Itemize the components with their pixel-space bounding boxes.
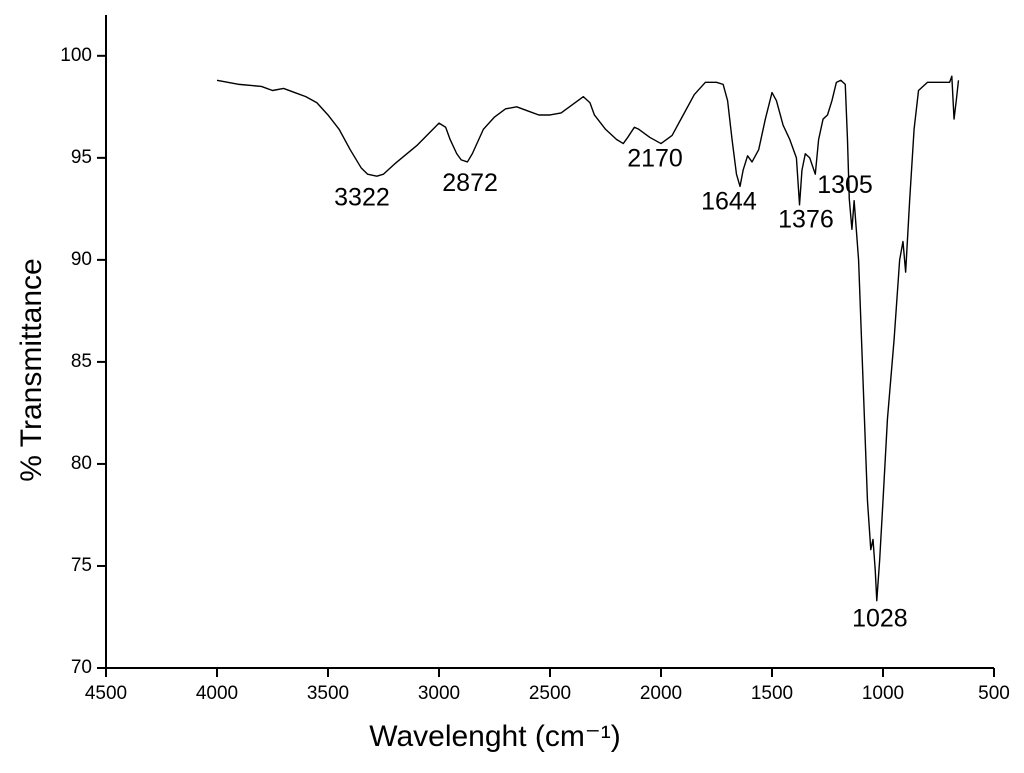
x-tick-label: 3500 [307,683,349,704]
x-tick-label: 3000 [418,683,460,704]
x-tick-label: 4500 [85,683,127,704]
y-axis-title: % Transmittance [15,258,48,481]
x-tick-label: 1000 [862,683,904,704]
x-tick-label: 4000 [196,683,238,704]
x-axis-title: Wavelenght (cm⁻¹) [369,720,620,753]
x-tick-label: 2500 [529,683,571,704]
peak-label: 1028 [852,605,908,633]
peak-label: 1644 [701,187,757,215]
y-tick-label: 100 [60,45,92,66]
spectrum-line [216,75,960,602]
peak-label: 1305 [817,171,873,199]
x-tick-label: 500 [978,683,1010,704]
y-tick-label: 90 [71,249,92,270]
y-tick-label: 75 [71,555,92,576]
y-tick-label: 95 [71,147,92,168]
peak-label: 1376 [778,206,834,234]
x-tick-label: 1500 [751,683,793,704]
y-tick-label: 70 [71,657,92,678]
y-tick-label: 80 [71,453,92,474]
peak-label: 3322 [334,183,390,211]
y-tick-label: 85 [71,351,92,372]
peak-label: 2872 [442,169,498,197]
peak-label: 2170 [627,144,683,172]
x-tick-label: 2000 [640,683,682,704]
